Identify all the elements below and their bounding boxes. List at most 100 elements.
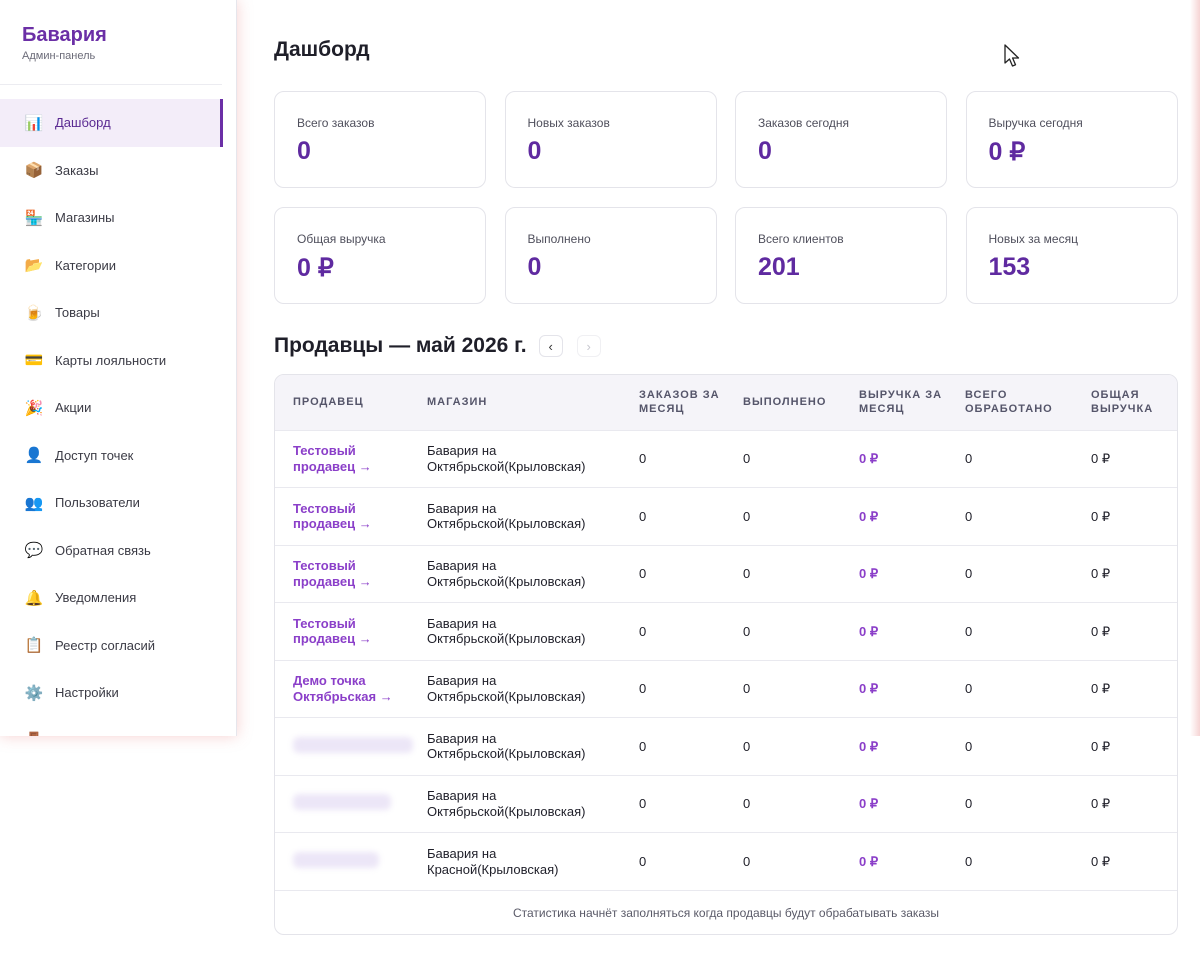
column-header: Выполнено: [743, 396, 827, 409]
sidebar-item-10[interactable]: 🔔 Уведомления: [0, 574, 236, 622]
done-cell: 0: [743, 451, 751, 466]
store-cell: Бавария на Октябрьской(Крыловская): [427, 500, 586, 532]
processed-cell: 0: [965, 623, 973, 639]
stats-cards: Всего заказов 0 Новых заказов 0 Заказов сего…: [274, 91, 1178, 304]
sidebar-item-label: Карты лояльности: [55, 352, 167, 368]
revenue-total-cell: 0 ₽: [1091, 853, 1111, 869]
sidebar-item-12[interactable]: ⚙️ Настройки: [0, 669, 236, 717]
stat-value: 153: [988, 253, 1031, 281]
folder-icon: 📂: [24, 257, 44, 275]
sidebar-item-label: Акции: [55, 400, 92, 416]
sidebar-item-11[interactable]: 📋 Реестр согласий: [0, 622, 236, 670]
stat-card: Новых заказов 0: [504, 91, 717, 188]
stat-card: Всего заказов 0: [274, 91, 486, 188]
users-icon: 👥: [24, 494, 44, 512]
sellers-header: Продавцы — май 2026 г. ‹ ›: [274, 334, 601, 358]
revenue-month-cell: 0 ₽: [859, 738, 879, 754]
brand-subtitle: Админ-панель: [22, 50, 96, 62]
sidebar-item-label: Настройки: [55, 685, 119, 701]
sidebar-item-2[interactable]: 🏪 Магазины: [0, 194, 236, 242]
revenue-total-cell: 0 ₽: [1091, 566, 1111, 581]
sidebar-item-6[interactable]: 🎉 Акции: [0, 384, 236, 432]
column-header: Общая выручка: [1091, 389, 1154, 416]
revenue-month-cell: 0 ₽: [859, 508, 879, 524]
sellers-table: Продавец Магазин Заказов за месяц Выполнено…: [274, 374, 1178, 935]
seller-link[interactable]: [275, 833, 409, 891]
processed-cell: 0: [965, 853, 973, 869]
sidebar-item-13[interactable]: 🚪: [0, 717, 236, 736]
revenue-month-cell: 0 ₽: [859, 796, 879, 811]
stat-value: 0 ₽: [297, 254, 334, 282]
sidebar-item-3[interactable]: 📂 Категории: [0, 242, 236, 290]
stat-label: Заказов сегодня: [758, 116, 850, 130]
done-cell: 0: [743, 508, 751, 524]
table-row: Бавария на Октябрьской(Крыловская) 0 0 0 ₽ 0…: [275, 775, 1177, 833]
redacted-seller-name: [293, 736, 413, 753]
stat-label: Выручка сегодня: [988, 116, 1083, 130]
gear-icon: ⚙️: [24, 684, 44, 702]
seller-link[interactable]: Тестовый продавец →: [293, 500, 372, 532]
sidebar-item-7[interactable]: 👤 Доступ точек: [0, 432, 236, 480]
sidebar-item-label: Обратная связь: [55, 542, 151, 558]
stat-value: 0 ₽: [988, 138, 1026, 166]
revenue-month-cell: 0 ₽: [859, 566, 879, 581]
store-icon: 🏪: [24, 209, 44, 227]
user-icon: 👤: [24, 447, 44, 465]
package-icon: 📦: [24, 162, 44, 180]
stat-label: Всего заказов: [297, 116, 375, 130]
revenue-month-cell: 0 ₽: [859, 853, 879, 869]
sidebar-item-8[interactable]: 👥 Пользователи: [0, 479, 236, 527]
prev-month-button[interactable]: ‹: [538, 335, 563, 357]
brand-title: Бавария: [22, 24, 107, 46]
sidebar-item-label: Пользователи: [55, 495, 140, 511]
column-header: Заказов за месяц: [639, 389, 720, 416]
table-row: Бавария на Красной(Крыловская) 0 0 0 ₽ 0 0 ₽: [275, 832, 1177, 891]
processed-cell: 0: [965, 738, 973, 754]
stat-label: Новых заказов: [527, 116, 610, 130]
chart-icon: 📊: [24, 114, 44, 132]
revenue-month-cell: 0 ₽: [859, 681, 879, 696]
card-icon: 💳: [24, 352, 44, 370]
table-row: Тестовый продавец → Бавария на Октябрьско…: [275, 430, 1177, 488]
next-month-button[interactable]: ›: [576, 335, 601, 357]
table-row: Тестовый продавец → Бавария на Октябрьско…: [275, 487, 1177, 546]
stat-card: Общая выручка 0 ₽: [274, 207, 486, 304]
sidebar-item-label: Магазины: [55, 210, 115, 226]
sidebar-item-4[interactable]: 🍺 Товары: [0, 289, 236, 337]
sidebar-item-label: Доступ точек: [55, 447, 134, 463]
seller-link[interactable]: Тестовый продавец →: [293, 558, 372, 589]
revenue-total-cell: 0 ₽: [1091, 738, 1111, 754]
sidebar-item-5[interactable]: 💳 Карты лояльности: [0, 337, 236, 385]
seller-link[interactable]: Тестовый продавец →: [293, 615, 372, 647]
orders-cell: 0: [639, 796, 647, 811]
done-cell: 0: [743, 681, 751, 696]
sidebar-item-label: Заказы: [55, 162, 99, 178]
clipboard-icon: 📋: [24, 637, 44, 655]
table-header-row: Продавец Магазин Заказов за месяц Выполнено…: [275, 375, 1177, 430]
processed-cell: 0: [965, 451, 973, 466]
sidebar-item-1[interactable]: 📦 Заказы: [0, 147, 236, 195]
brand: Бавария Админ-панель: [0, 0, 222, 85]
seller-link[interactable]: [275, 718, 413, 776]
column-header: Всего обработано: [965, 389, 1053, 416]
stat-card: Новых за месяц 153: [965, 207, 1178, 304]
sidebar-item-0[interactable]: 📊 Дашборд: [0, 99, 223, 147]
seller-link[interactable]: [275, 775, 409, 833]
stat-value: 0: [527, 137, 542, 165]
seller-link[interactable]: Демо точка Октябрьская →: [293, 673, 393, 704]
processed-cell: 0: [965, 508, 973, 524]
column-header: Продавец: [293, 396, 364, 409]
store-cell: Бавария на Октябрьской(Крыловская): [427, 673, 586, 704]
seller-link[interactable]: Тестовый продавец →: [293, 443, 372, 474]
revenue-total-cell: 0 ₽: [1091, 681, 1111, 696]
mouse-cursor-icon: [1004, 44, 1020, 67]
revenue-total-cell: 0 ₽: [1091, 623, 1111, 639]
revenue-month-cell: 0 ₽: [859, 623, 879, 639]
window-edge-glow: [1190, 0, 1200, 736]
stat-value: 0: [527, 253, 542, 281]
processed-cell: 0: [965, 681, 973, 696]
store-cell: Бавария на Октябрьской(Крыловская): [427, 788, 586, 819]
column-header: Магазин: [427, 396, 488, 409]
revenue-month-cell: 0 ₽: [859, 451, 879, 466]
sidebar-item-9[interactable]: 💬 Обратная связь: [0, 527, 236, 575]
